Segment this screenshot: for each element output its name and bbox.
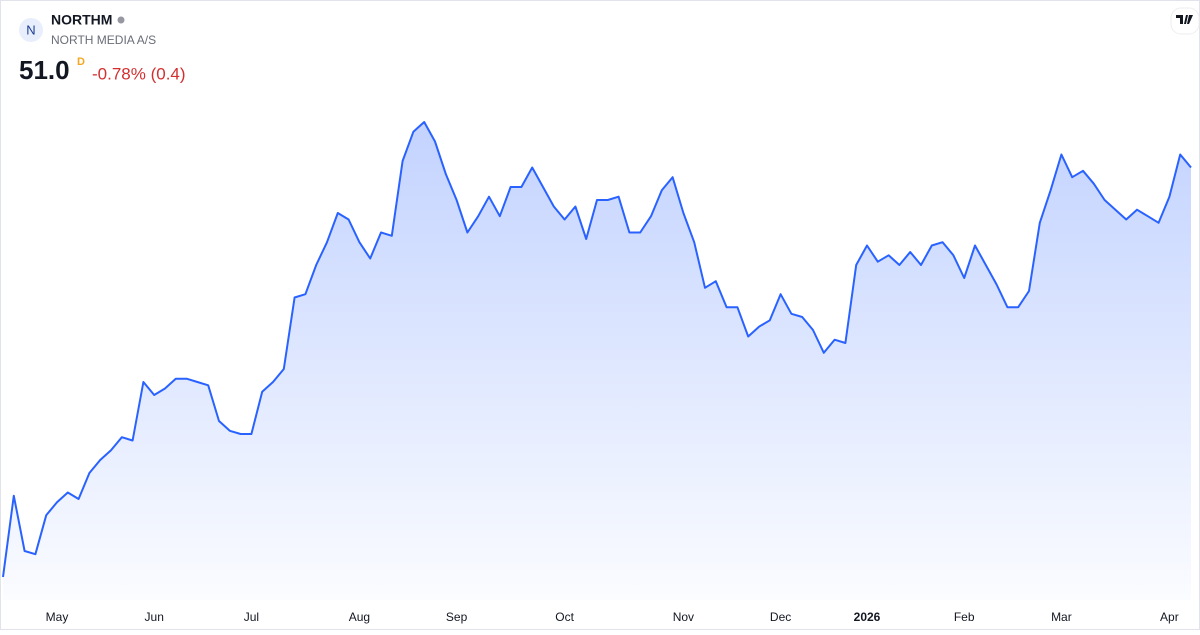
price-line (2, 121, 1192, 578)
logo-text: N (26, 22, 35, 37)
x-tick-label: Jun (145, 610, 164, 624)
tv-logo (1170, 7, 1200, 35)
status-dot (117, 16, 125, 24)
symbol: NORTHM (51, 12, 112, 28)
x-tick-label: 2026 (854, 610, 881, 624)
plot (2, 121, 1192, 600)
price-flag: D (77, 56, 85, 68)
x-tick-label: Oct (555, 610, 574, 624)
x-tick-label: Feb (954, 610, 975, 624)
x-tick-label: Nov (673, 610, 694, 624)
price-change: -0.78% (0.4) (92, 64, 186, 83)
price: 51.0 (19, 55, 70, 85)
logo-badge (19, 18, 43, 42)
company-name: NORTH MEDIA A/S (51, 33, 156, 47)
x-tick-label: Apr (1160, 610, 1179, 624)
area-fill (3, 122, 1191, 600)
x-tick-label: Dec (770, 610, 791, 624)
x-tick-label: May (46, 610, 69, 624)
x-tick-label: Mar (1051, 610, 1072, 624)
x-tick-label: Sep (446, 610, 468, 624)
x-tick-label: Jul (244, 610, 259, 624)
x-tick-label: Aug (349, 610, 370, 624)
